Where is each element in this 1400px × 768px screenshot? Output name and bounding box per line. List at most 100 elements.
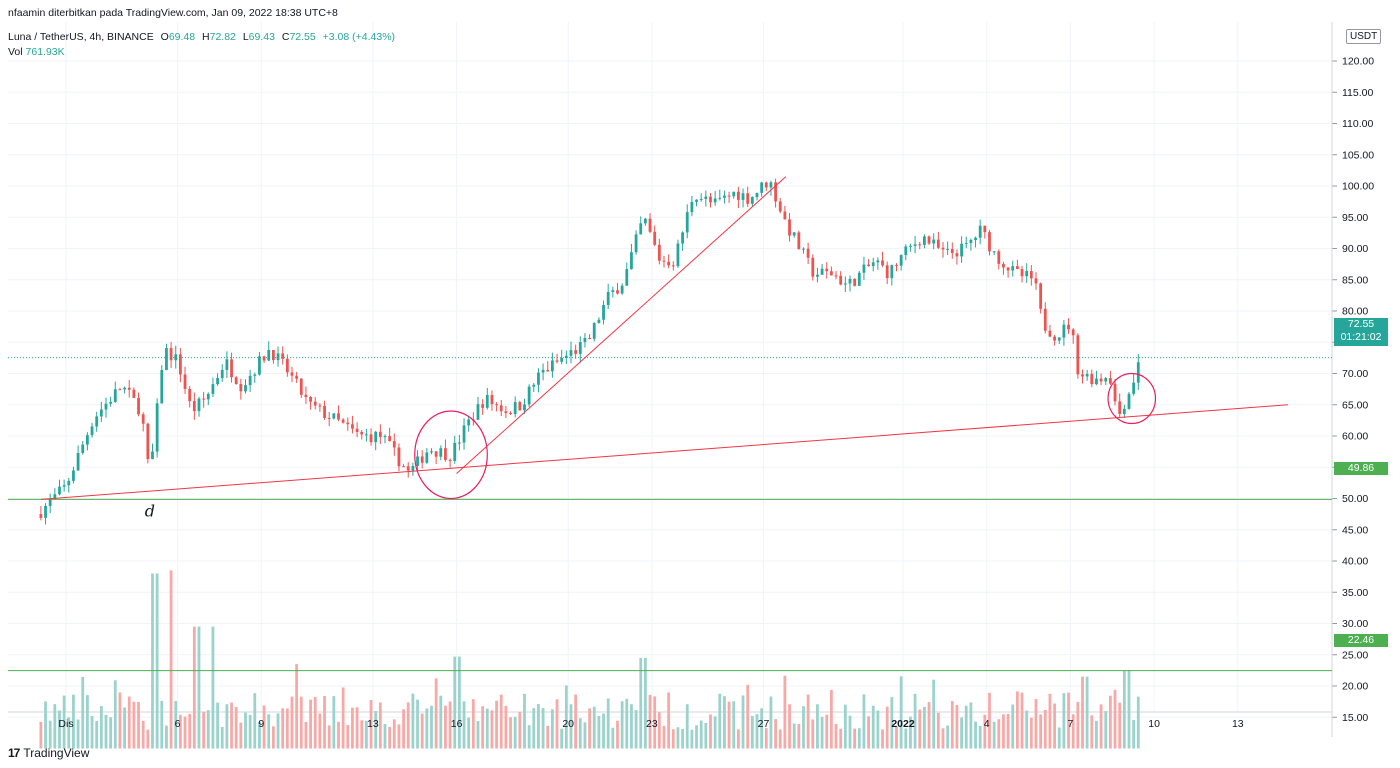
candle-body <box>857 272 861 286</box>
candle-body <box>518 402 522 411</box>
x-tick-label: 13 <box>1232 718 1244 730</box>
volume-bar <box>1062 693 1066 749</box>
volume-bar <box>495 700 498 749</box>
volume-bar <box>397 724 401 749</box>
candle-body <box>369 434 373 443</box>
volume-bar <box>732 701 736 749</box>
candle-body <box>85 435 89 445</box>
candle-body <box>1015 266 1019 270</box>
volume-bar <box>67 717 71 749</box>
volume-bar <box>648 694 652 749</box>
volume-bar <box>178 714 182 749</box>
candle-body <box>816 274 819 277</box>
candle-body <box>1090 373 1094 385</box>
volume-bar <box>792 723 796 749</box>
candle-body <box>1039 283 1043 309</box>
volume-bar <box>541 708 545 749</box>
volume-bar <box>58 710 61 749</box>
candle-body <box>620 285 624 294</box>
currency-unit-button[interactable]: USDT <box>1346 29 1382 44</box>
volume-bar <box>588 708 591 749</box>
candle-body <box>253 374 257 376</box>
volume-bar <box>834 723 838 749</box>
volume-bar <box>523 693 526 749</box>
volume-bar <box>755 714 759 749</box>
volume-bar <box>727 701 731 749</box>
volume-bar <box>802 706 805 749</box>
candle-body <box>657 244 661 261</box>
candle-body <box>364 434 368 436</box>
close-label: C <box>281 31 290 43</box>
volume-bar <box>857 728 861 749</box>
volume-bar <box>471 699 475 749</box>
volume-bar <box>1136 696 1140 749</box>
candle-body <box>648 218 652 232</box>
volume-bar <box>90 716 94 749</box>
volume-bar <box>467 717 471 749</box>
candle-body <box>588 338 591 340</box>
volume-bar <box>337 721 340 749</box>
candle-body <box>736 191 740 200</box>
volume-bar <box>988 692 991 749</box>
candle-body <box>304 394 308 398</box>
volume-bar <box>262 705 266 749</box>
drawings <box>8 176 1332 672</box>
volume-bar <box>611 727 615 749</box>
candle-body <box>513 402 517 414</box>
candle-body <box>113 389 117 402</box>
candle-body <box>1043 308 1047 331</box>
y-tick-label: 85.00 <box>1342 274 1368 286</box>
candle-body <box>546 369 550 372</box>
candle-body <box>927 236 931 244</box>
volume-bar <box>932 679 936 749</box>
candle-body <box>1062 324 1066 338</box>
volume-bar <box>825 714 829 749</box>
volume-bar <box>383 723 387 749</box>
candle-body <box>141 414 145 424</box>
symbol-name[interactable]: Luna / TetherUS, 4h, BINANCE <box>8 31 154 43</box>
volume-bar <box>188 713 192 749</box>
footer-brand[interactable]: 17 TradingView <box>8 746 89 760</box>
candle-body <box>104 403 108 410</box>
candle-body <box>127 387 131 390</box>
candle-body <box>439 448 443 457</box>
volume-bar <box>369 700 373 749</box>
volume-bar <box>643 657 647 749</box>
volume-bar <box>146 729 150 749</box>
candle-body <box>699 198 703 200</box>
volume-bar <box>127 696 131 749</box>
volume-bar <box>169 570 173 749</box>
volume-bar <box>132 701 136 749</box>
volume-bar <box>1081 676 1084 749</box>
symbol-line: Luna / TetherUS, 4h, BINANCE O69.48 H72.… <box>8 31 395 43</box>
candle-body <box>225 359 229 370</box>
volume-bar <box>485 708 489 749</box>
volume-bar <box>1048 693 1052 749</box>
volume-bar <box>797 723 801 749</box>
high-label: H <box>202 31 210 43</box>
volume-bar <box>829 690 833 749</box>
candle-body <box>899 255 903 266</box>
candle-body <box>537 372 540 385</box>
open-label: O <box>160 31 169 43</box>
volume-bar <box>281 708 285 749</box>
volume-bar <box>806 694 810 749</box>
tradingview-logo-icon: 17 <box>8 746 20 760</box>
candle-body <box>523 404 526 411</box>
candle-body <box>685 212 689 233</box>
volume-bar <box>964 705 968 749</box>
candle-body <box>667 261 671 266</box>
candle-body <box>132 389 136 398</box>
y-tick-label: 80.00 <box>1342 306 1368 318</box>
volume-bar <box>723 696 726 749</box>
volume-bar <box>783 675 787 749</box>
candle-body <box>388 436 392 442</box>
candle-body <box>1127 393 1131 409</box>
volume-bar <box>151 573 154 749</box>
candle-body <box>67 480 71 486</box>
volume-bar <box>1099 704 1103 749</box>
candle-body <box>820 268 824 275</box>
high-value: 72.82 <box>209 31 236 43</box>
candle-body <box>485 395 489 408</box>
